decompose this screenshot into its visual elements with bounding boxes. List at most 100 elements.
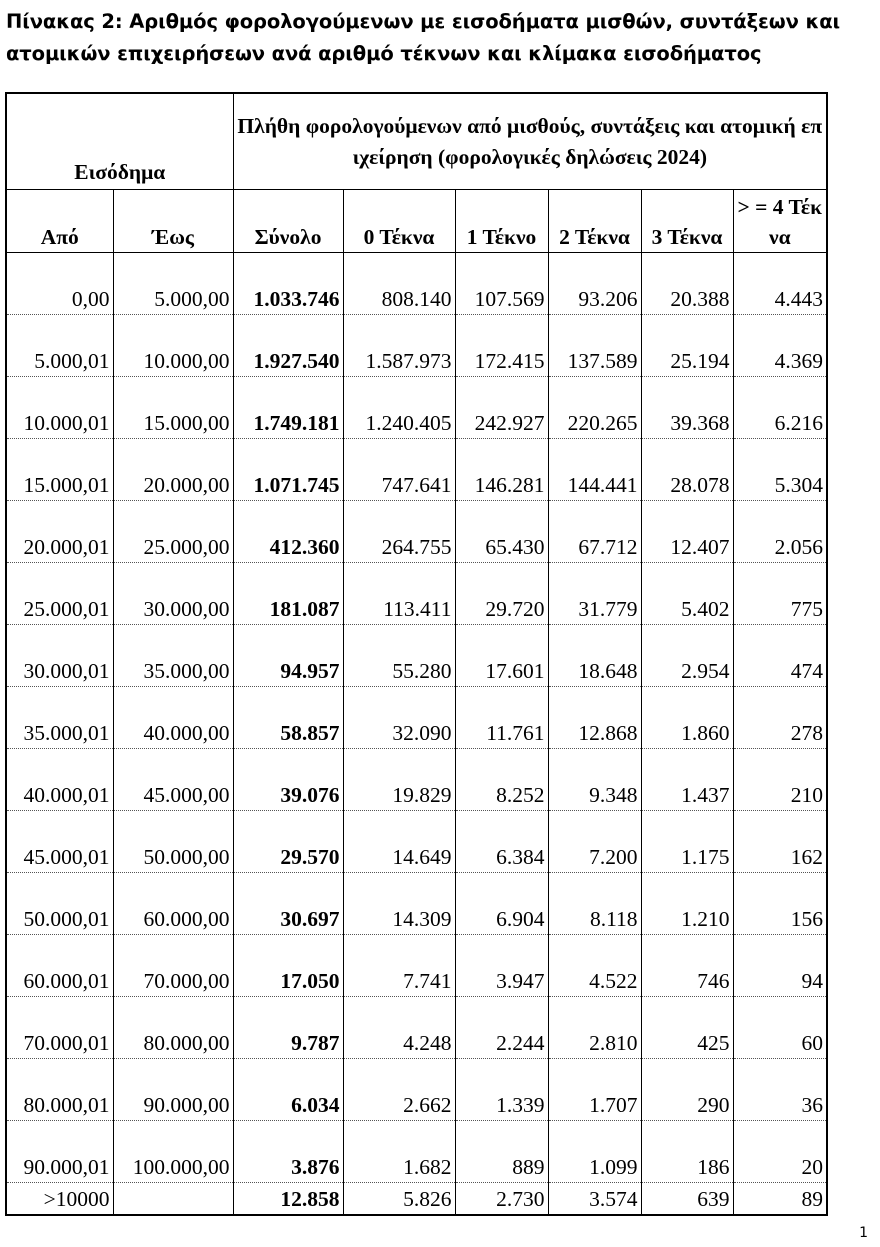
cell-children-3: 5.402 — [640, 562, 734, 625]
cell-children-0: 1.682 — [342, 1120, 456, 1183]
cell-income-to: 5.000,00 — [112, 252, 234, 315]
cell-children-4plus: 162 — [732, 810, 828, 873]
cell-children-3: 25.194 — [640, 314, 734, 377]
cell-children-1: 6.384 — [454, 810, 549, 873]
cell-children-0: 1.240.405 — [342, 376, 456, 439]
cell-children-1: 17.601 — [454, 624, 549, 687]
cell-children-1: 8.252 — [454, 748, 549, 811]
cell-total: 29.570 — [232, 810, 344, 873]
cell-children-4plus: 775 — [732, 562, 828, 625]
cell-children-4plus: 6.216 — [732, 376, 828, 439]
header-col-4plus-children: > = 4 Τέκνα — [732, 189, 828, 253]
cell-children-2: 1.099 — [547, 1120, 642, 1183]
cell-income-to — [112, 1182, 234, 1216]
cell-children-0: 747.641 — [342, 438, 456, 501]
cell-children-4plus: 210 — [732, 748, 828, 811]
cell-children-3: 186 — [640, 1120, 734, 1183]
cell-children-3: 1.437 — [640, 748, 734, 811]
cell-children-0: 55.280 — [342, 624, 456, 687]
cell-total: 181.087 — [232, 562, 344, 625]
table-row: 80.000,01 90.000,00 6.034 2.662 1.339 1.707 29… — [5, 1058, 828, 1121]
table-row: >10000 12.858 5.826 2.730 3.574 639 89 — [5, 1182, 828, 1216]
cell-total: 17.050 — [232, 934, 344, 997]
cell-children-2: 220.265 — [547, 376, 642, 439]
table-title: Πίνακας 2: Αριθμός φορολογούμενων με εισ… — [6, 10, 841, 65]
cell-children-2: 31.779 — [547, 562, 642, 625]
cell-children-1: 2.730 — [454, 1182, 549, 1216]
cell-children-2: 4.522 — [547, 934, 642, 997]
table-row: 35.000,01 40.000,00 58.857 32.090 11.761 12.8… — [5, 686, 828, 749]
header-row-group: Εισόδημα Πλήθη φορολογούμενων από μισθού… — [5, 93, 828, 190]
cell-income-from: 25.000,01 — [5, 562, 114, 625]
cell-income-to: 30.000,00 — [112, 562, 234, 625]
cell-children-3: 290 — [640, 1058, 734, 1121]
cell-income-to: 90.000,00 — [112, 1058, 234, 1121]
cell-total: 6.034 — [232, 1058, 344, 1121]
cell-children-3: 746 — [640, 934, 734, 997]
page-number: 1 — [859, 1225, 868, 1241]
table-row: 10.000,01 15.000,00 1.749.181 1.240.405 242.… — [5, 376, 828, 439]
cell-children-3: 639 — [640, 1182, 734, 1216]
cell-children-0: 2.662 — [342, 1058, 456, 1121]
cell-children-4plus: 20 — [732, 1120, 828, 1183]
cell-income-to: 100.000,00 — [112, 1120, 234, 1183]
cell-children-1: 11.761 — [454, 686, 549, 749]
cell-children-2: 1.707 — [547, 1058, 642, 1121]
cell-children-3: 12.407 — [640, 500, 734, 563]
cell-income-from: 10.000,01 — [5, 376, 114, 439]
cell-total: 3.876 — [232, 1120, 344, 1183]
cell-income-to: 20.000,00 — [112, 438, 234, 501]
header-col-total: Σύνολο — [232, 189, 344, 253]
header-col-0-children: 0 Τέκνα — [342, 189, 456, 253]
cell-children-1: 3.947 — [454, 934, 549, 997]
cell-income-from: >10000 — [5, 1182, 114, 1216]
income-table: Εισόδημα Πλήθη φορολογούμενων από μισθού… — [5, 92, 829, 1216]
cell-income-from: 80.000,01 — [5, 1058, 114, 1121]
cell-children-4plus: 474 — [732, 624, 828, 687]
cell-income-from: 90.000,01 — [5, 1120, 114, 1183]
cell-income-from: 50.000,01 — [5, 872, 114, 935]
cell-children-2: 7.200 — [547, 810, 642, 873]
cell-children-4plus: 156 — [732, 872, 828, 935]
cell-children-4plus: 60 — [732, 996, 828, 1059]
cell-children-0: 14.309 — [342, 872, 456, 935]
cell-total: 39.076 — [232, 748, 344, 811]
cell-total: 1.071.745 — [232, 438, 344, 501]
cell-children-2: 93.206 — [547, 252, 642, 315]
header-col-1-child: 1 Τέκνο — [454, 189, 549, 253]
cell-children-2: 2.810 — [547, 996, 642, 1059]
cell-income-from: 5.000,01 — [5, 314, 114, 377]
cell-children-3: 2.954 — [640, 624, 734, 687]
cell-children-0: 1.587.973 — [342, 314, 456, 377]
cell-income-from: 35.000,01 — [5, 686, 114, 749]
cell-income-to: 60.000,00 — [112, 872, 234, 935]
cell-children-4plus: 2.056 — [732, 500, 828, 563]
cell-children-0: 32.090 — [342, 686, 456, 749]
header-col-3-children: 3 Τέκνα — [640, 189, 734, 253]
header-income: Εισόδημα — [5, 93, 234, 190]
cell-children-2: 12.868 — [547, 686, 642, 749]
cell-children-3: 1.175 — [640, 810, 734, 873]
cell-children-0: 4.248 — [342, 996, 456, 1059]
cell-total: 1.749.181 — [232, 376, 344, 439]
cell-children-4plus: 4.369 — [732, 314, 828, 377]
cell-children-1: 65.430 — [454, 500, 549, 563]
cell-children-3: 1.860 — [640, 686, 734, 749]
cell-children-4plus: 36 — [732, 1058, 828, 1121]
cell-children-0: 19.829 — [342, 748, 456, 811]
cell-income-to: 80.000,00 — [112, 996, 234, 1059]
cell-children-0: 5.826 — [342, 1182, 456, 1216]
cell-income-from: 20.000,01 — [5, 500, 114, 563]
cell-children-4plus: 94 — [732, 934, 828, 997]
cell-children-0: 808.140 — [342, 252, 456, 315]
cell-total: 12.858 — [232, 1182, 344, 1216]
cell-children-2: 137.589 — [547, 314, 642, 377]
table-row: 30.000,01 35.000,00 94.957 55.280 17.601 18.6… — [5, 624, 828, 687]
table-row: 20.000,01 25.000,00 412.360 264.755 65.430 67… — [5, 500, 828, 563]
table-row: 70.000,01 80.000,00 9.787 4.248 2.244 2.810 42… — [5, 996, 828, 1059]
cell-children-1: 172.415 — [454, 314, 549, 377]
header-counts-group: Πλήθη φορολογούμενων από μισθούς, συντάξ… — [232, 93, 828, 190]
cell-children-3: 39.368 — [640, 376, 734, 439]
table-row: 5.000,01 10.000,00 1.927.540 1.587.973 172.4… — [5, 314, 828, 377]
table-row: 90.000,01 100.000,00 3.876 1.682 889 1.099 186… — [5, 1120, 828, 1183]
